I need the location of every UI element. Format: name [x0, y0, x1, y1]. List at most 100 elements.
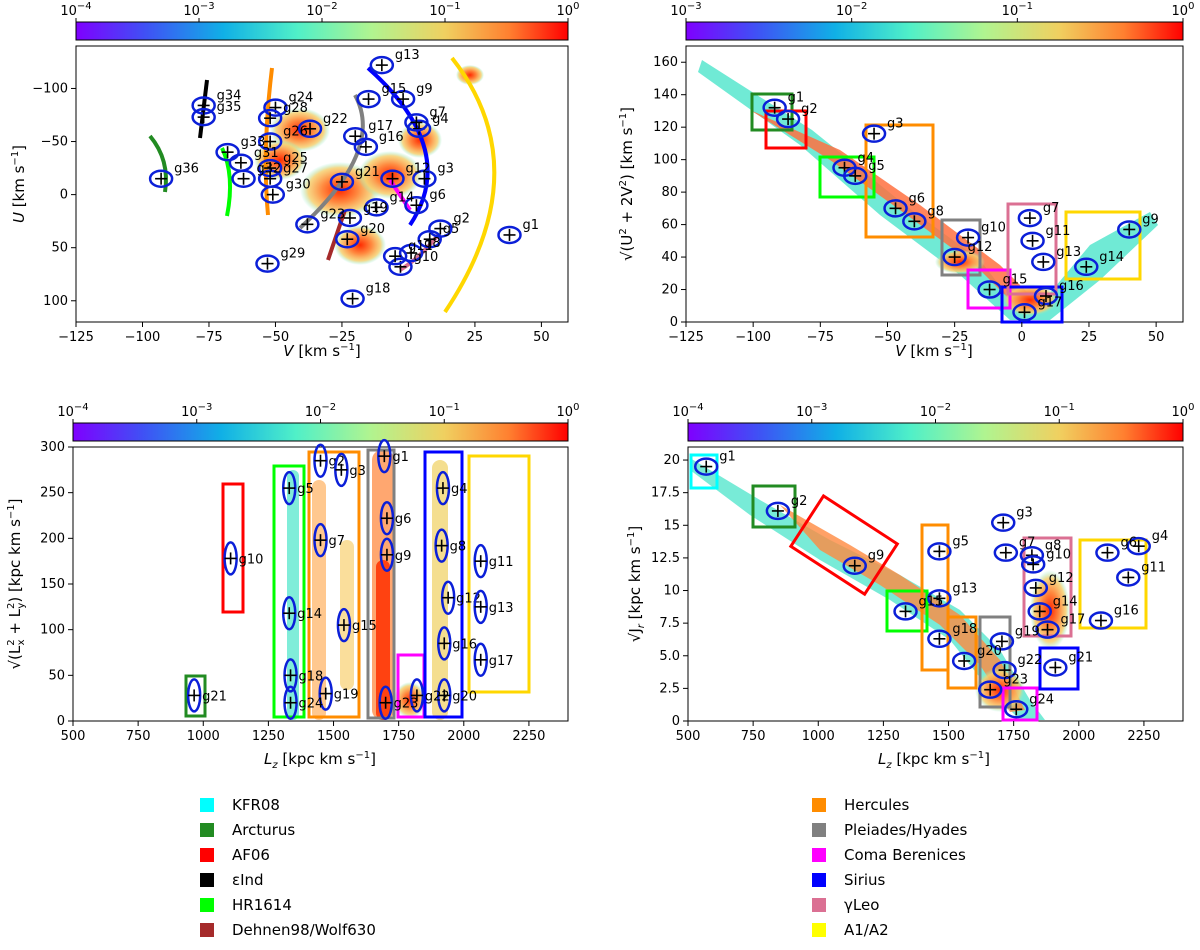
legend-left: KFR08 Arcturus AF06 εInd HR1614 Dehnen98/Wolf… — [200, 796, 376, 939]
group-marker-g5: g5 — [281, 470, 314, 506]
legend-entry: εInd — [200, 871, 264, 889]
group-ellipse — [342, 126, 368, 146]
legend-label: γLeo — [844, 896, 879, 914]
x-tick-label: −125 — [668, 330, 704, 345]
group-label: g26 — [283, 125, 308, 140]
group-label: g17 — [1061, 613, 1086, 628]
group-marker-g9: g9 — [842, 549, 884, 575]
x-tick-label: 0 — [404, 330, 412, 345]
colorbar-bl: 10−4 10−3 10−2 10−1 100 — [57, 402, 579, 442]
group-ellipse — [369, 55, 395, 75]
group-ellipse — [1019, 546, 1045, 565]
x-tick-label: 2000 — [447, 729, 480, 744]
x-tick-label: 1000 — [187, 729, 220, 744]
colorbar-tick-label: 10−3 — [181, 402, 212, 420]
legend-swatch — [200, 873, 214, 887]
group-ellipse — [380, 169, 405, 188]
group-ellipse — [902, 212, 927, 231]
group-ellipse — [1043, 658, 1068, 677]
ylabel-tr: √(U2 + 2V2) [km s−1] — [618, 107, 636, 261]
group-label: g8 — [424, 236, 441, 251]
group-marker-g8: g8 — [902, 204, 944, 231]
group-label: g1 — [719, 450, 736, 465]
x-tick-label: −50 — [262, 330, 289, 345]
group-marker-g4: g4 — [435, 470, 467, 506]
y-tick-label: 140 — [653, 88, 678, 103]
group-marker-g14: g14 — [364, 190, 414, 217]
group-label: g8 — [450, 540, 467, 555]
group-label: g11 — [1046, 224, 1071, 239]
legend-label: AF06 — [232, 846, 270, 864]
x-tick-label: −25 — [328, 330, 355, 345]
colorbar-tick-label: 10−1 — [1002, 1, 1033, 19]
legend-swatch — [812, 823, 826, 837]
axes-frame-tr — [685, 45, 1184, 323]
group-label: g14 — [1099, 250, 1124, 265]
group-marker-g6: g6 — [883, 191, 925, 218]
colorbar-tick-label: 10−2 — [920, 402, 951, 420]
group-marker-g18: g18 — [283, 658, 323, 693]
x-tick-label: 750 — [741, 729, 766, 744]
panel-sqrt-u2-2v2-v: 10−3 10−2 10−1 100 −125 −100 −75 −50 −25 0 25 50 0 2… — [618, 1, 1194, 360]
group-ellipse — [337, 208, 363, 228]
x-tick-label: 0 — [1018, 330, 1026, 345]
group-label: g16 — [379, 130, 404, 145]
group-label: g2 — [801, 102, 818, 117]
group-label: g24 — [299, 697, 324, 712]
group-ellipse — [356, 89, 381, 109]
group-label: g13 — [395, 48, 420, 63]
axes-frame-tl — [75, 45, 569, 323]
legend-entry: A1/A2 — [812, 921, 889, 939]
group-marker-g19: g19 — [989, 624, 1040, 651]
colorbar-tick-label: 100 — [557, 1, 580, 19]
legend-swatch — [200, 898, 214, 912]
group-marker-g11: g11 — [1116, 560, 1166, 587]
group-label: g33 — [241, 135, 266, 150]
group-ellipse — [977, 680, 1003, 699]
group-marker-g18: g18 — [340, 282, 390, 308]
group-label: g23 — [1003, 673, 1028, 688]
density-map-tr — [698, 60, 1158, 320]
group-label: g2 — [453, 212, 470, 227]
group-label: g22 — [1018, 653, 1043, 668]
group-label: g14 — [1053, 594, 1078, 609]
group-marker-g10: g10 — [388, 250, 438, 277]
group-ellipse — [861, 124, 887, 143]
group-label: g9 — [395, 549, 412, 564]
y-tick-label: 0 — [57, 714, 65, 729]
group-ellipse — [989, 632, 1015, 651]
group-marker-g20: g20 — [951, 644, 1002, 671]
group-marker-g2: g2 — [765, 494, 807, 521]
group-label: g16 — [1059, 279, 1084, 294]
group-ellipse — [257, 132, 283, 151]
y-tick-label: 10 — [663, 584, 680, 599]
group-marker-g22: g22 — [409, 678, 450, 713]
group-ellipse — [412, 169, 437, 188]
group-label: g17 — [1037, 295, 1062, 310]
legend-entry: Dehnen98/Wolf630 — [200, 921, 376, 939]
group-marker-g5: g5 — [927, 534, 969, 561]
group-ellipse — [404, 195, 429, 215]
x-tick-label: 1750 — [382, 729, 415, 744]
group-label: g19 — [1015, 624, 1040, 639]
group-label: g17 — [368, 119, 393, 134]
group-label: g13 — [952, 581, 977, 596]
y-tick-label: 7.5 — [659, 616, 680, 631]
group-marker-g17: g17 — [473, 642, 514, 678]
legend-label: A1/A2 — [844, 921, 889, 939]
group-label: g12 — [968, 240, 993, 255]
group-label: g10 — [1046, 547, 1071, 562]
legend-swatch — [200, 823, 214, 837]
group-marker-g14: g14 — [1027, 594, 1078, 621]
y-tick-label: 100 — [43, 294, 68, 309]
colorbar-tick-label: 10−3 — [796, 402, 827, 420]
group-label: g1 — [788, 91, 805, 106]
colorbar-tick-label: 10−2 — [836, 1, 867, 19]
legend-entry: AF06 — [200, 846, 270, 864]
group-marker-g6: g6 — [404, 188, 446, 215]
group-ellipse — [842, 166, 868, 186]
colorbar-tick-label: 10−3 — [670, 1, 701, 19]
group-ellipse — [1012, 303, 1037, 322]
y-tick-label: 15 — [663, 518, 680, 533]
y-tick-label: 0 — [60, 188, 68, 203]
